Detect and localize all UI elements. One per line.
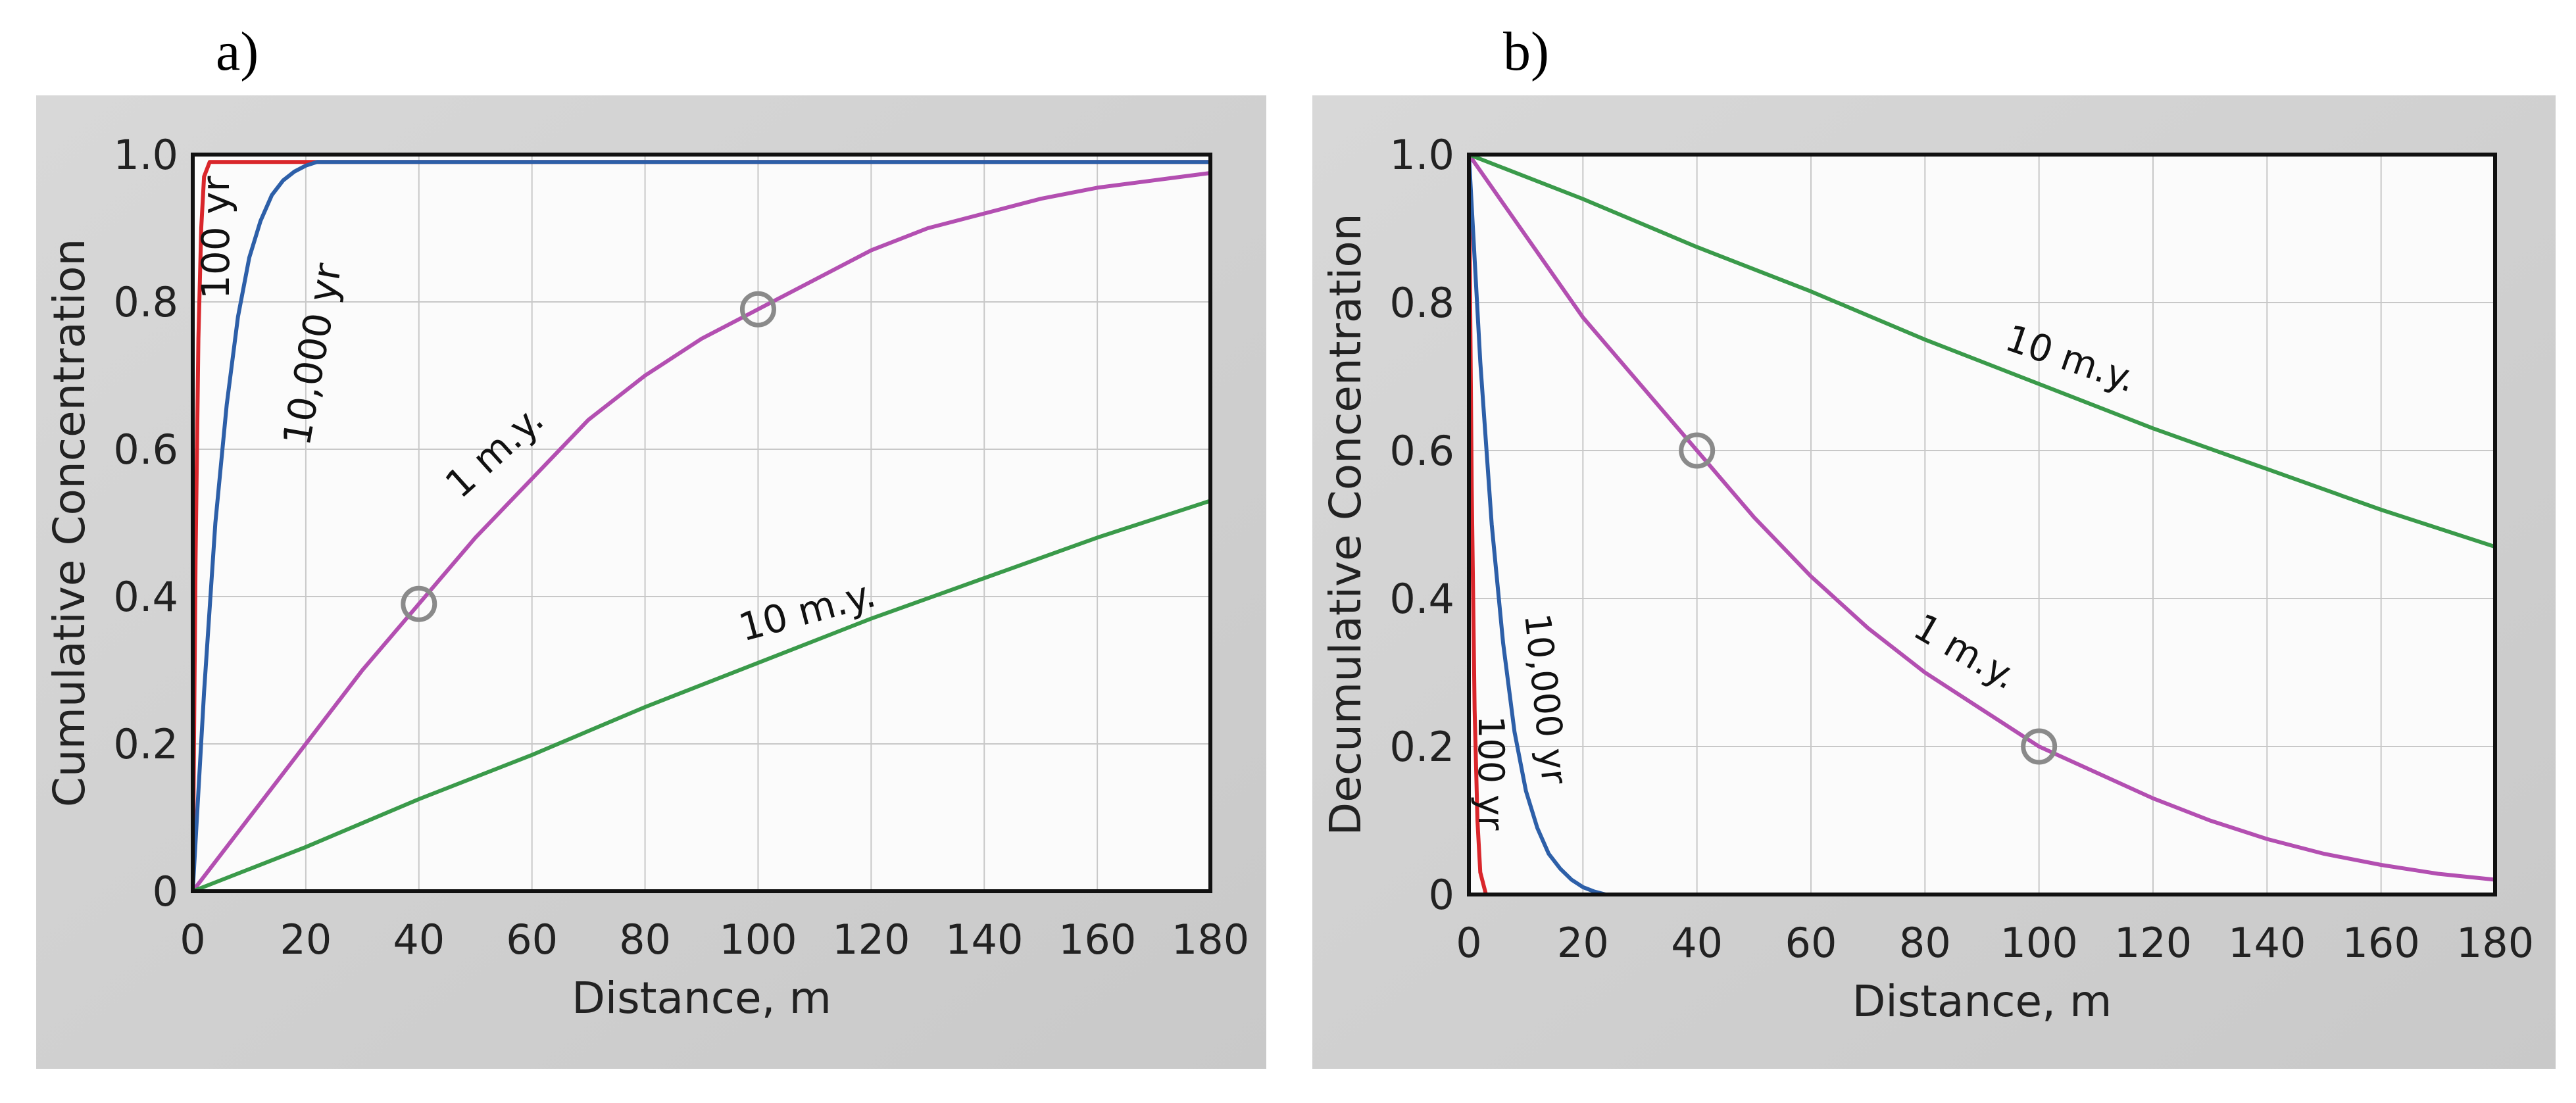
a-xtick-label: 180 [1172, 916, 1249, 964]
a-xtick-label: 160 [1058, 916, 1136, 964]
b-series-1-m-y [1467, 153, 2497, 882]
a-series-10-000-yr [191, 160, 1212, 893]
b-series-10-000-yr [1467, 153, 2497, 896]
a-plot-area [193, 155, 1210, 891]
b-xtick-label: 80 [1899, 919, 1951, 967]
b-xtick-label: 180 [2456, 919, 2534, 967]
a-yaxis-title: Cumulative Concentration [44, 239, 95, 808]
b-xtick-label: 160 [2342, 919, 2419, 967]
label-a-100yr: 100 yr [193, 176, 238, 299]
b-xtick-label: 140 [2228, 919, 2306, 967]
b-plot-frame [1467, 153, 2497, 896]
b-ytick-label: 0.8 [1389, 279, 1454, 327]
a-xaxis-title: Distance, m [572, 973, 831, 1023]
a-plot-frame [191, 153, 1212, 893]
a-ytick-label: 1.0 [113, 131, 178, 179]
panel-a-label: a) [216, 21, 259, 82]
a-xtick-label: 60 [506, 916, 558, 964]
b-series-10-m-y [1467, 153, 2497, 549]
b-marker-circle [2021, 728, 2058, 765]
chart-b: 0 20 40 60 80 100 120 140 160 180 0 0.2 0.4 0.6 0.8 1.0… [1320, 131, 2534, 1027]
b-plot-area [1469, 155, 2495, 895]
a-series-100-yr [191, 160, 1212, 893]
a-xtick-label: 120 [832, 916, 910, 964]
a-xtick-label: 20 [280, 916, 332, 964]
a-ytick-label: 0.8 [113, 278, 178, 326]
b-marker-circle [1679, 432, 1716, 469]
b-xtick-label: 40 [1671, 919, 1723, 967]
a-xtick-label: 0 [180, 916, 205, 964]
a-series-1-m-y [191, 171, 1212, 893]
panel-b-label: b) [1503, 21, 1549, 82]
b-xaxis-title: Distance, m [1852, 976, 2112, 1027]
a-ytick-label: 0.2 [113, 720, 178, 768]
b-xtick-label: 60 [1785, 919, 1837, 967]
a-xtick-label: 140 [945, 916, 1023, 964]
a-xtick-label: 80 [619, 916, 671, 964]
b-xtick-label: 20 [1557, 919, 1609, 967]
a-ytick-label: 0.6 [113, 426, 178, 474]
chart-a: 0 20 40 60 80 100 120 140 160 180 0 0.2 0.4 0.6 0.8 1.0… [44, 131, 1249, 1023]
b-yaxis-title: Decumulative Concentration [1320, 213, 1371, 835]
a-marker-circle [401, 585, 437, 622]
b-ytick-label: 0.6 [1389, 427, 1454, 475]
a-series-10-m-y [191, 499, 1212, 893]
b-xtick-label: 0 [1456, 919, 1481, 967]
a-ytick-label: 0.4 [113, 573, 178, 621]
a-xtick-label: 100 [719, 916, 797, 964]
b-xtick-label: 100 [2000, 919, 2077, 967]
a-marker-circle [739, 291, 776, 328]
a-xtick-label: 40 [393, 916, 445, 964]
b-ytick-label: 0.2 [1389, 723, 1454, 771]
b-xtick-label: 120 [2114, 919, 2192, 967]
label-b-100yr: 100 yr [1470, 716, 1512, 831]
a-ytick-label: 0 [153, 868, 178, 916]
b-ytick-label: 1.0 [1389, 131, 1454, 179]
b-ytick-label: 0 [1429, 871, 1454, 919]
b-ytick-label: 0.4 [1389, 575, 1454, 623]
